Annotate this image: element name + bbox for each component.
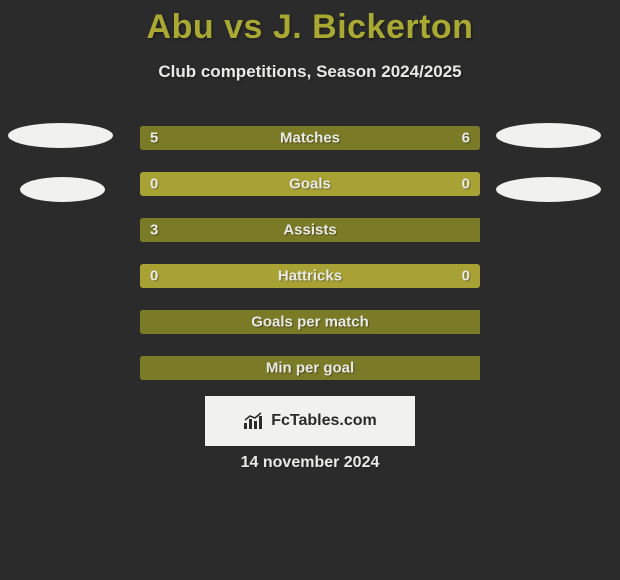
comparison-title: Abu vs J. Bickerton — [0, 8, 620, 47]
stat-label: Goals per match — [140, 314, 480, 331]
stat-label: Goals — [140, 176, 480, 193]
stats-infographic: Abu vs J. Bickerton Club competitions, S… — [0, 0, 620, 580]
stat-label: Min per goal — [140, 360, 480, 377]
player-oval-right-1 — [496, 123, 601, 148]
brand-badge: FcTables.com — [205, 396, 415, 446]
player-oval-left-2 — [20, 177, 105, 202]
stat-label: Hattricks — [140, 268, 480, 285]
stat-label: Assists — [140, 222, 480, 239]
player-oval-left-1 — [8, 123, 113, 148]
stat-row: Min per goal — [140, 356, 480, 380]
stat-row: 56Matches — [140, 126, 480, 150]
stats-icon — [243, 412, 265, 430]
stat-row: 00Hattricks — [140, 264, 480, 288]
stat-row: Goals per match — [140, 310, 480, 334]
stat-row: 3Assists — [140, 218, 480, 242]
player-oval-right-2 — [496, 177, 601, 202]
stat-row: 00Goals — [140, 172, 480, 196]
footer-date: 14 november 2024 — [0, 454, 620, 472]
brand-text: FcTables.com — [271, 412, 377, 430]
stat-label: Matches — [140, 130, 480, 147]
comparison-subtitle: Club competitions, Season 2024/2025 — [0, 62, 620, 82]
